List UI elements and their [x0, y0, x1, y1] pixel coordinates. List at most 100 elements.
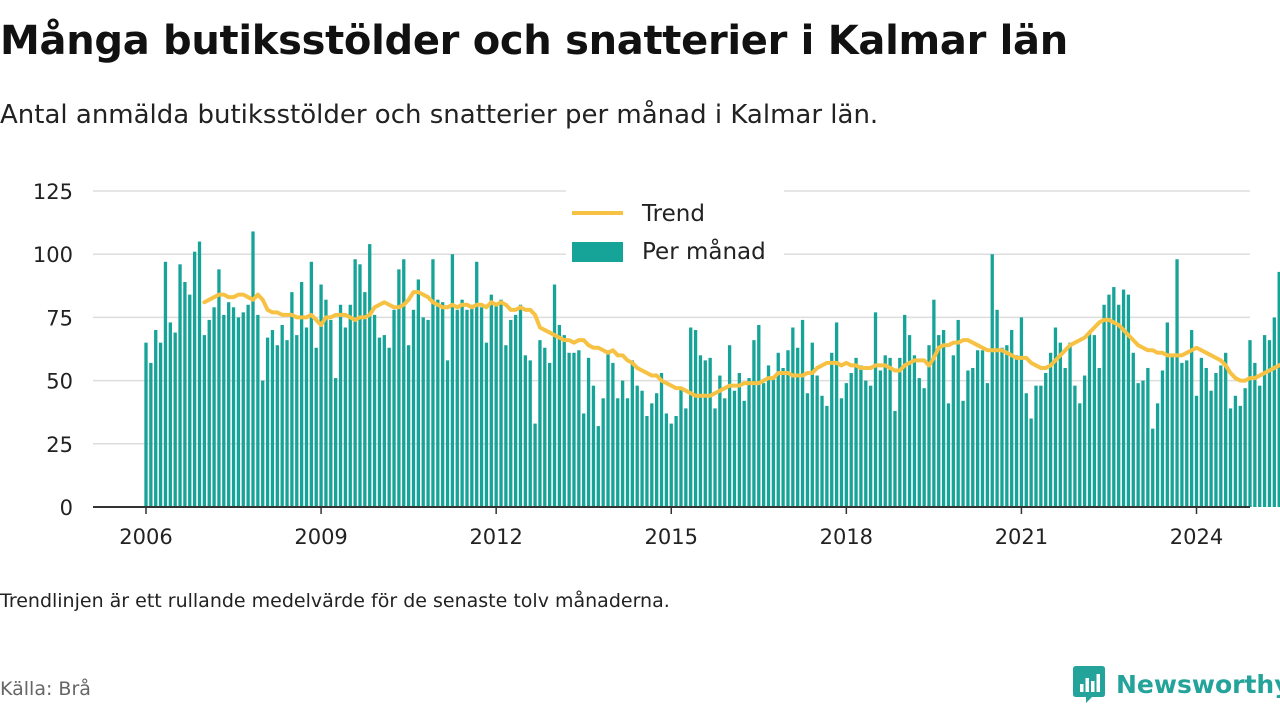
bar: [737, 373, 741, 507]
bar: [766, 365, 771, 507]
bar: [966, 370, 970, 507]
bar: [825, 405, 829, 507]
bar: [752, 340, 756, 507]
bar: [470, 304, 474, 507]
bar: [372, 314, 377, 507]
bar: [1267, 340, 1272, 507]
chart-title: Många butiksstölder och snatterier i Kal…: [0, 18, 1068, 64]
bar: [1180, 362, 1184, 507]
bar: [1175, 259, 1179, 507]
y-tick-label: 0: [60, 496, 73, 520]
bar: [548, 362, 552, 507]
bar: [236, 317, 241, 507]
bar: [635, 385, 639, 507]
bar: [645, 415, 649, 507]
bar: [426, 319, 430, 507]
bar: [596, 426, 600, 507]
bar: [893, 410, 897, 507]
bar: [1228, 408, 1233, 507]
bar: [465, 309, 469, 507]
bar: [1073, 385, 1077, 507]
bar: [1102, 304, 1106, 507]
x-tick-label: 2006: [119, 525, 172, 549]
bar: [839, 398, 844, 507]
bar: [275, 345, 279, 507]
bars: [144, 231, 1280, 507]
bar: [1238, 405, 1242, 507]
bar: [586, 357, 591, 507]
bar: [392, 309, 396, 507]
bar: [781, 367, 785, 507]
x-axis-ticks: 2006 2009 2012 2015 2018 2021 2024: [119, 507, 1223, 549]
bar: [854, 357, 858, 507]
bar: [158, 342, 163, 507]
bar: [630, 360, 634, 507]
bar: [304, 327, 309, 507]
bar: [387, 347, 391, 507]
bar: [810, 342, 814, 507]
bar: [431, 259, 435, 507]
bar: [659, 373, 664, 507]
bar: [329, 319, 333, 507]
bar: [1204, 367, 1208, 507]
bar: [489, 294, 493, 507]
bar: [309, 261, 314, 507]
bar: [246, 304, 250, 507]
bar: [625, 398, 630, 507]
bar: [985, 383, 990, 507]
x-tick-label: 2024: [1170, 525, 1223, 549]
bar: [436, 299, 440, 507]
bar: [864, 380, 868, 507]
bar: [475, 261, 479, 507]
bar: [1214, 373, 1218, 507]
bar: [163, 261, 168, 507]
bar: [1185, 360, 1189, 507]
legend-bar-label: Per månad: [642, 237, 766, 265]
bar: [455, 309, 459, 507]
footnote: Trendlinjen är ett rullande medelvärde f…: [0, 590, 670, 612]
bar: [1053, 327, 1058, 507]
bar: [956, 319, 960, 507]
bar: [299, 282, 304, 507]
bar: [703, 360, 707, 507]
bar: [513, 314, 518, 507]
x-tick-label: 2021: [995, 525, 1048, 549]
bar: [562, 335, 566, 507]
bar: [484, 342, 489, 507]
bar: [212, 307, 216, 507]
bar: [183, 282, 187, 507]
bar: [718, 375, 722, 507]
bar: [222, 314, 226, 507]
bar: [800, 319, 805, 507]
bar: [664, 413, 669, 507]
bar: [601, 398, 605, 507]
bar: [1272, 317, 1276, 507]
bar: [290, 292, 294, 507]
bar: [961, 400, 965, 507]
bar: [1136, 383, 1140, 507]
bar: [1039, 385, 1043, 507]
bar: [1107, 294, 1111, 507]
bar: [971, 367, 975, 507]
x-tick-label: 2012: [469, 525, 522, 549]
bar: [577, 350, 581, 507]
bar: [616, 398, 620, 507]
bar: [1126, 294, 1131, 507]
bar: [494, 304, 498, 507]
bar: [416, 279, 420, 507]
bar: [1029, 418, 1033, 507]
legend: Trend Per månad: [566, 188, 784, 266]
bar: [941, 330, 946, 507]
bar: [669, 423, 673, 507]
bar: [830, 352, 834, 507]
bar: [1097, 367, 1101, 507]
bar: [698, 355, 703, 507]
bar: [849, 373, 853, 507]
bar: [382, 335, 386, 507]
source-label: Källa: Brå: [0, 678, 91, 700]
bar: [727, 345, 732, 507]
bar: [1010, 330, 1014, 507]
bar: [689, 327, 693, 507]
bar: [946, 403, 951, 507]
